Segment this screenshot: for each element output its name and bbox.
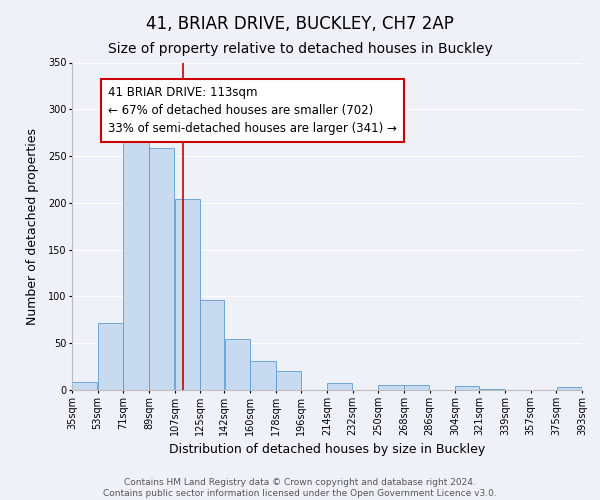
Bar [327,382,352,390]
Bar [72,382,97,390]
Bar [404,386,430,390]
Bar [124,122,149,390]
Text: 41 BRIAR DRIVE: 113sqm
← 67% of detached houses are smaller (702)
33% of semi-de: 41 BRIAR DRIVE: 113sqm ← 67% of detached… [107,86,397,135]
Text: Size of property relative to detached houses in Buckley: Size of property relative to detached ho… [107,42,493,56]
X-axis label: Distribution of detached houses by size in Buckley: Distribution of detached houses by size … [169,444,485,456]
Bar [276,372,301,390]
Bar [224,340,250,390]
Bar [175,199,200,390]
Bar [557,387,582,390]
Bar [379,386,404,390]
Bar [98,322,123,390]
Text: Contains HM Land Registry data © Crown copyright and database right 2024.
Contai: Contains HM Land Registry data © Crown c… [103,478,497,498]
Bar [250,361,275,390]
Y-axis label: Number of detached properties: Number of detached properties [26,128,40,325]
Bar [479,389,505,390]
Bar [149,148,175,390]
Bar [200,300,224,390]
Bar [455,386,479,390]
Text: 41, BRIAR DRIVE, BUCKLEY, CH7 2AP: 41, BRIAR DRIVE, BUCKLEY, CH7 2AP [146,15,454,33]
